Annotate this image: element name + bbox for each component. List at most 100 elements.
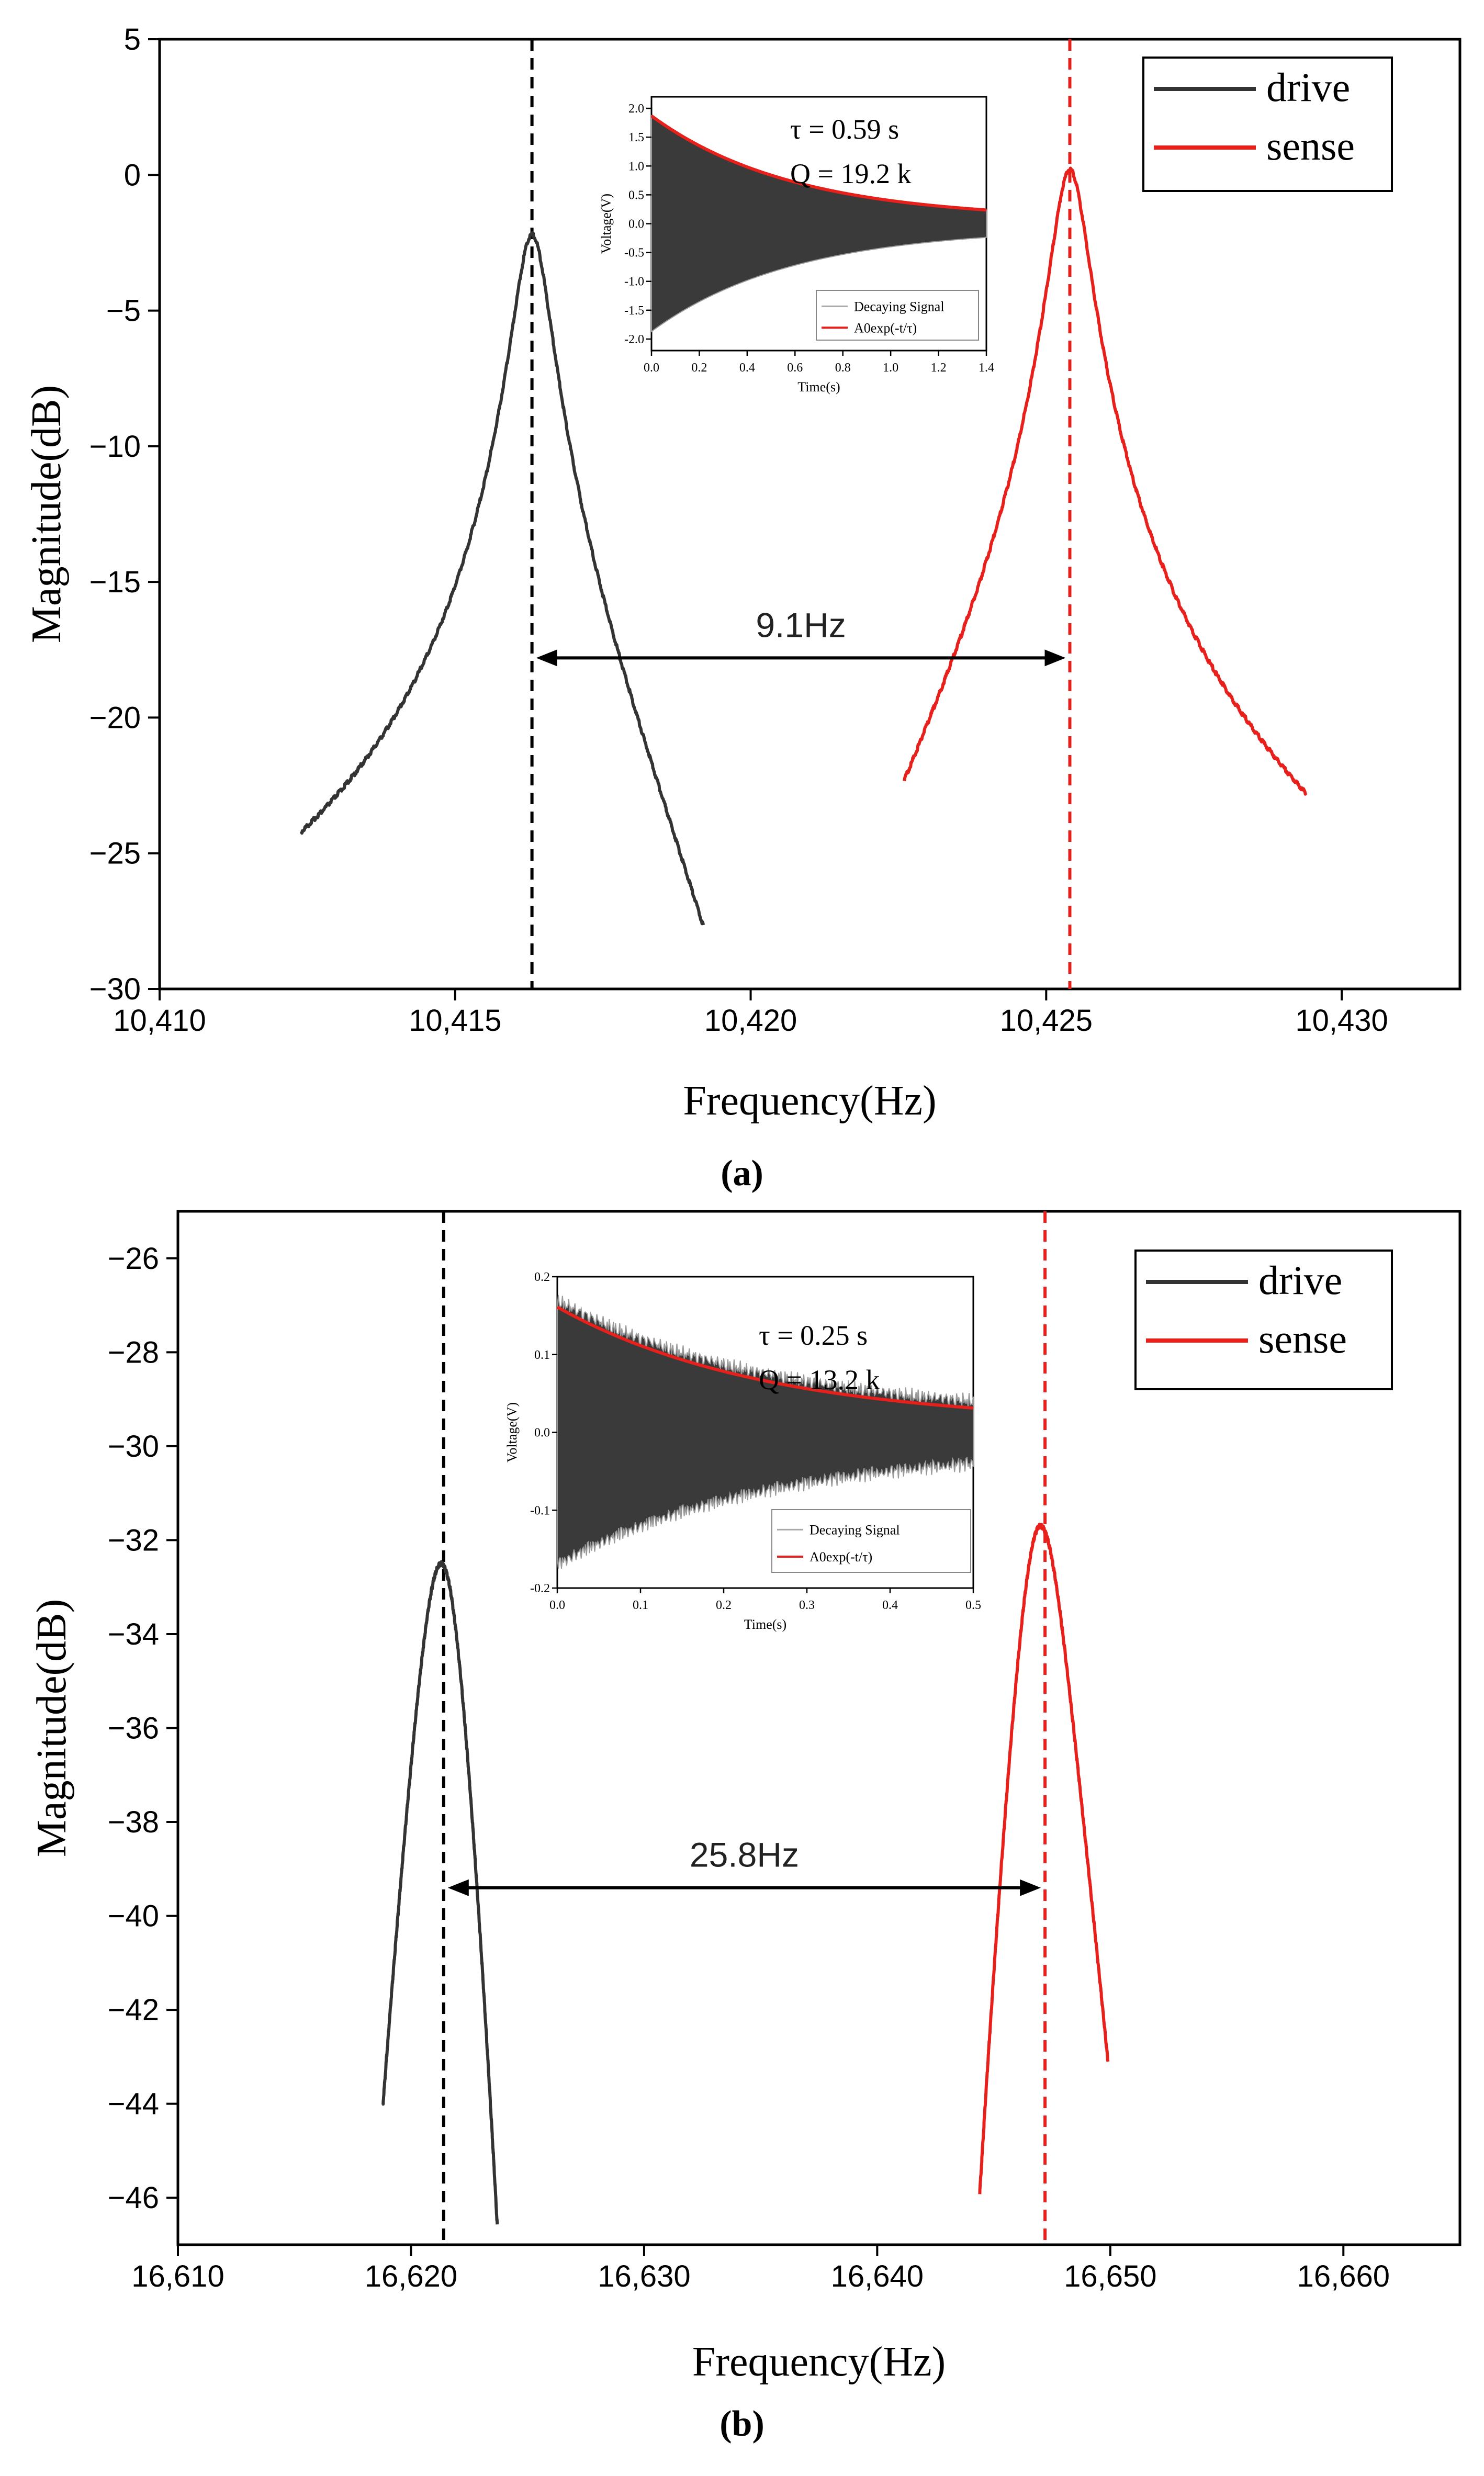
y-tick-label: −15 (89, 565, 141, 599)
inset-x-tick-label: 0.0 (549, 1599, 565, 1612)
inset-x-axis-title: Time(s) (797, 379, 840, 395)
panel-label: (b) (719, 2404, 765, 2444)
inset-x-tick-label: 0.1 (633, 1599, 648, 1612)
inset-y-tick-label: 2.0 (628, 102, 644, 116)
inset-y-tick-label: 1.5 (628, 131, 644, 144)
inset-x-tick-label: 0.5 (965, 1599, 981, 1612)
annotation-arrow-head-left (447, 1879, 469, 1896)
inset-legend-label-signal: Decaying Signal (810, 1522, 900, 1537)
y-tick-label: −32 (108, 1523, 159, 1557)
series-line-sense (903, 166, 1308, 796)
inset-x-tick-label: 0.0 (644, 361, 659, 375)
y-tick-label: 5 (124, 22, 141, 57)
series-line-drive (300, 231, 705, 926)
annotation-arrow-head-left (536, 649, 557, 667)
inset-y-tick-label: -1.5 (624, 304, 644, 318)
legend-label-sense: sense (1266, 123, 1355, 168)
inset-legend-box (771, 1509, 971, 1573)
x-tick-label: 10,430 (1295, 1004, 1388, 1038)
inset-tau-text: τ = 0.25 s (759, 1320, 868, 1351)
y-axis-title: Magnitude(dB) (24, 385, 70, 643)
x-tick-label: 16,630 (598, 2259, 690, 2293)
inset-x-tick-label: 1.0 (883, 361, 898, 375)
series-line-drive (381, 1560, 499, 2225)
inset-y-tick-label: -0.2 (530, 1582, 550, 1595)
panel-label: (a) (721, 1153, 763, 1194)
inset-y-axis-title: Voltage(V) (599, 194, 614, 254)
inset-legend-label-fit: A0exp(-t/τ) (810, 1549, 872, 1565)
inset-y-tick-label: 0.1 (534, 1348, 550, 1362)
inset-y-tick-label: 1.0 (628, 160, 644, 173)
x-tick-label: 10,415 (409, 1004, 501, 1038)
x-tick-label: 10,425 (1000, 1004, 1093, 1038)
annotation-arrow-head-right (1020, 1879, 1041, 1896)
inset-x-tick-label: 0.6 (787, 361, 803, 375)
legend-label-drive: drive (1258, 1257, 1342, 1303)
y-tick-label: −36 (108, 1712, 159, 1746)
inset-y-tick-label: -2.0 (624, 333, 644, 346)
x-tick-label: 16,660 (1297, 2259, 1390, 2293)
x-tick-label: 10,420 (704, 1004, 797, 1038)
y-tick-label: −44 (108, 2087, 159, 2121)
inset-x-tick-label: 0.4 (882, 1599, 898, 1612)
inset-y-tick-label: -0.1 (530, 1504, 550, 1517)
y-tick-label: −10 (89, 430, 141, 464)
inset-chart: 0.0 0.2 0.4 0.6 0.8 1.0 1.2 1.4 2.0 1.5 1.0 0.5 0.0 -… (599, 96, 994, 395)
legend-box (1142, 57, 1393, 192)
y-tick-label: −30 (108, 1430, 159, 1464)
y-tick-label: −34 (108, 1617, 159, 1651)
inset-y-tick-label: 0.0 (628, 218, 644, 231)
inset-x-tick-label: 0.2 (716, 1599, 732, 1612)
inset-fit-curve (556, 1305, 974, 1410)
inset-q-text: Q = 13.2 k (759, 1364, 880, 1395)
inset-q-text: Q = 19.2 k (790, 158, 911, 189)
x-tick-label: 16,620 (365, 2259, 457, 2293)
inset-legend-label-signal: Decaying Signal (854, 299, 945, 314)
y-tick-label: −25 (89, 837, 141, 871)
legend-box (1134, 1250, 1393, 1390)
legend-label-drive: drive (1266, 64, 1350, 110)
chart-panel-b: 16,610 16,620 16,630 16,640 16,650 16,660 −26 −… (29, 1210, 1461, 2444)
y-tick-label: −5 (106, 294, 141, 328)
x-axis-title: Frequency(Hz) (683, 1078, 936, 1124)
inset-y-tick-label: 0.0 (534, 1426, 550, 1440)
inset-y-tick-label: 0.5 (628, 188, 644, 202)
annotation-label: 25.8Hz (690, 1836, 799, 1874)
x-tick-label: 16,610 (131, 2259, 224, 2293)
x-tick-label: 16,640 (831, 2259, 924, 2293)
x-tick-label: 10,410 (113, 1004, 206, 1038)
inset-chart: 0.0 0.1 0.2 0.3 0.4 0.5 0.2 0.1 0.0 -0.1 -0.2 Time(… (504, 1270, 981, 1632)
y-tick-label: −46 (108, 2181, 159, 2215)
y-axis-title: Magnitude(dB) (29, 1599, 75, 1857)
inset-fit-curve (650, 114, 987, 212)
inset-x-tick-label: 0.3 (799, 1599, 815, 1612)
legend: drive sense (1142, 57, 1393, 192)
y-tick-label: −20 (89, 701, 141, 735)
inset-decaying-signal (557, 1295, 974, 1569)
legend: drive sense (1134, 1250, 1393, 1390)
x-axis-title: Frequency(Hz) (692, 2339, 946, 2385)
chart-panel-a: 10,410 10,415 10,420 10,425 10,430 5 0 −5 −10 −15… (24, 22, 1461, 1194)
y-tick-label: 0 (124, 158, 141, 192)
series-line-sense (978, 1523, 1110, 2194)
inset-x-tick-label: 0.2 (691, 361, 707, 375)
inset-y-tick-label: -0.5 (624, 246, 644, 260)
annotation-arrow-head-right (1044, 649, 1066, 667)
inset-x-tick-label: 0.8 (835, 361, 851, 375)
plot-frame (158, 38, 1461, 991)
inset-x-tick-label: 1.2 (931, 361, 947, 375)
inset-y-tick-label: 0.2 (534, 1270, 550, 1284)
y-tick-label: −38 (108, 1805, 159, 1839)
inset-y-tick-label: -1.0 (624, 275, 644, 289)
y-tick-label: −30 (89, 972, 141, 1006)
y-tick-label: −40 (108, 1899, 159, 1933)
inset-x-tick-label: 0.4 (739, 361, 755, 375)
inset-x-tick-label: 1.4 (979, 361, 994, 375)
inset-y-axis-title: Voltage(V) (504, 1402, 520, 1462)
y-tick-label: −28 (108, 1335, 159, 1369)
y-tick-label: −42 (108, 1993, 159, 2027)
legend-label-sense: sense (1258, 1316, 1347, 1361)
inset-legend-box (816, 290, 979, 341)
x-tick-label: 16,650 (1064, 2259, 1156, 2293)
